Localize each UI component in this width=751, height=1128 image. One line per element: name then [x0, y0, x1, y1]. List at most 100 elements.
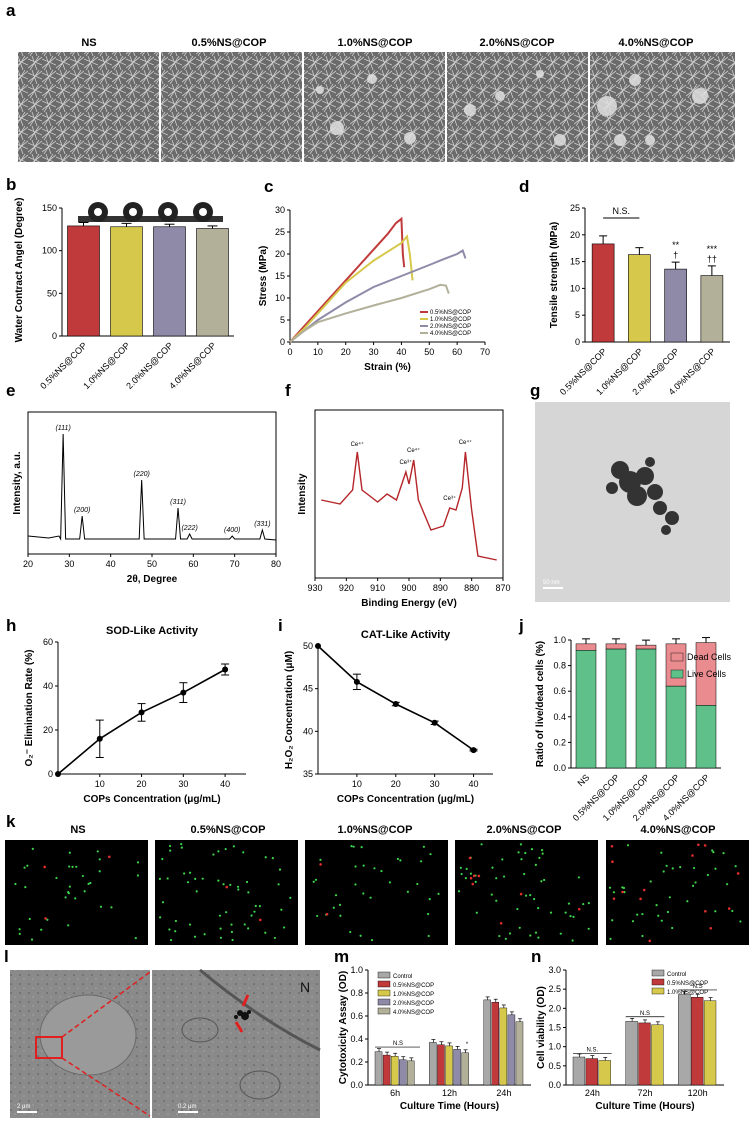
x-tick-label: 70 — [480, 347, 490, 357]
fluor-image-10 — [305, 840, 448, 945]
series-line — [289, 283, 450, 343]
panel-label-d: d — [519, 177, 529, 196]
peak-label: (400) — [224, 527, 240, 534]
legend-label: 2.0%NS@COP — [393, 1001, 434, 1007]
x-tick-label: 24h — [496, 1088, 511, 1098]
series-line — [289, 234, 414, 343]
x-tick-label: 20 — [23, 559, 33, 569]
panel-label-g: g — [530, 381, 540, 400]
tem-scale-label: 50 nm — [543, 580, 560, 586]
panel-k-headers: NS 0.5%NS@COP 1.0%NS@COP 2.0%NS@COP 4.0%… — [70, 824, 715, 836]
bar — [407, 1060, 415, 1086]
data-point — [96, 735, 103, 742]
bar-live — [635, 648, 657, 769]
y-axis-label: Water Contract Angel (Degree) — [14, 198, 25, 343]
legend-label: 1.0%NS@COP — [393, 992, 434, 998]
y-tick-label: 0.8 — [553, 661, 566, 671]
annotation: *** — [707, 244, 718, 254]
y-tick-label: 0.4 — [553, 712, 566, 722]
x-tick-label: NS — [575, 772, 591, 788]
a-header-0: NS — [81, 37, 96, 49]
bar — [382, 1054, 391, 1086]
annotation: N.S. — [586, 1048, 598, 1054]
y-tick-label: 0 — [280, 337, 285, 347]
legend-label: Live Cells — [687, 669, 727, 679]
x-tick-label: 900 — [401, 583, 416, 593]
legend-label: 4.0%NS@COP — [393, 1010, 434, 1016]
x-tick-label: 870 — [495, 583, 510, 593]
x-tick-label: 72h — [637, 1088, 652, 1098]
y-tick-label: 50 — [303, 641, 313, 651]
y-tick-label: 3.0 — [548, 965, 561, 975]
y-tick-label: 10 — [275, 293, 285, 303]
bar — [196, 228, 229, 337]
y-axis-label: Intensity, a.u. — [12, 451, 23, 514]
y-tick-label: 0 — [52, 331, 57, 341]
bar — [628, 254, 651, 343]
y-tick-label: 35 — [303, 769, 313, 779]
chart-title: SOD-Like Activity — [106, 625, 199, 637]
data-point — [180, 689, 187, 696]
fluor-image-ns — [5, 840, 148, 945]
legend-label: 2.0%NS@COP — [430, 324, 471, 330]
bar — [638, 1022, 651, 1086]
y-tick-label: 1.0 — [350, 965, 363, 975]
panel-label-h: h — [6, 616, 16, 635]
panel-label-m: m — [334, 947, 349, 966]
x-tick-label: 10 — [352, 779, 362, 789]
legend-label: 0.5%NS@COP — [430, 310, 471, 316]
fluorescence-images — [5, 840, 749, 945]
peak-annotation: Ce⁴⁺ — [459, 439, 472, 446]
x-tick-label: 930 — [307, 583, 322, 593]
annotation: † — [673, 250, 678, 260]
fluor-image-20 — [455, 840, 598, 945]
sem-image-05 — [161, 52, 302, 162]
series-line — [289, 216, 406, 343]
x-tick-label: 890 — [433, 583, 448, 593]
panel-label-e: e — [6, 381, 15, 400]
data-point — [55, 771, 61, 777]
x-tick-label: 10 — [313, 347, 323, 357]
bar — [453, 1049, 461, 1086]
bar — [515, 1021, 524, 1086]
chart-n: 0.0 0.5 1.0 1.5 2.0 2.5 3.0 24h 72h 120h Control 0.… — [536, 965, 724, 1112]
series-line — [289, 248, 467, 343]
x-tick-label: 12h — [442, 1088, 457, 1098]
bar-dead — [665, 643, 687, 687]
x-axis-label: Culture Time (Hours) — [595, 1101, 694, 1112]
x-tick-label: 20 — [137, 779, 147, 789]
y-tick-label: 0 — [48, 769, 53, 779]
data-point — [392, 701, 399, 708]
x-tick-label: 20 — [391, 779, 401, 789]
panel-label-f: f — [285, 381, 291, 400]
tem-image: 50 nm — [535, 402, 730, 602]
bar — [399, 1059, 407, 1086]
y-tick-label: 0.2 — [350, 1057, 363, 1067]
data-point — [431, 719, 438, 726]
data-point — [138, 709, 145, 716]
bar-dead — [635, 644, 657, 650]
tem-right-scale: 0.2 μm — [178, 1104, 196, 1110]
data-point — [470, 747, 477, 754]
chart-d: 05101520250.5%NS@COP1.0%NS@COP2.0%NS@COP… — [549, 203, 730, 397]
x-tick-label: 10 — [95, 779, 105, 789]
legend-label: Dead Cells — [687, 652, 732, 662]
y-tick-label: 100 — [42, 246, 57, 256]
x-tick-label: 50 — [147, 559, 157, 569]
y-tick-label: 20 — [275, 249, 285, 259]
y-tick-label: 20 — [570, 230, 580, 240]
y-axis-label: Cytotoxicity Assay (OD) — [338, 971, 349, 1085]
peak-annotation: Ce⁴⁺ — [407, 447, 420, 454]
peak-label: (311) — [170, 499, 186, 506]
y-axis-label: Ratio of live/dead cells (%) — [535, 641, 546, 767]
annotation: N.S — [693, 984, 703, 990]
annotation: †† — [707, 254, 717, 264]
bar — [585, 1058, 598, 1086]
annotation: N.S — [393, 1041, 403, 1047]
tem-left-scale: 2 μm — [17, 1104, 30, 1110]
legend-label: 0.5%NS@COP — [393, 983, 434, 989]
bar — [651, 1024, 664, 1086]
y-tick-label: 0.8 — [350, 988, 363, 998]
y-tick-label: 2.5 — [548, 984, 561, 994]
fluor-image-05 — [155, 840, 298, 945]
